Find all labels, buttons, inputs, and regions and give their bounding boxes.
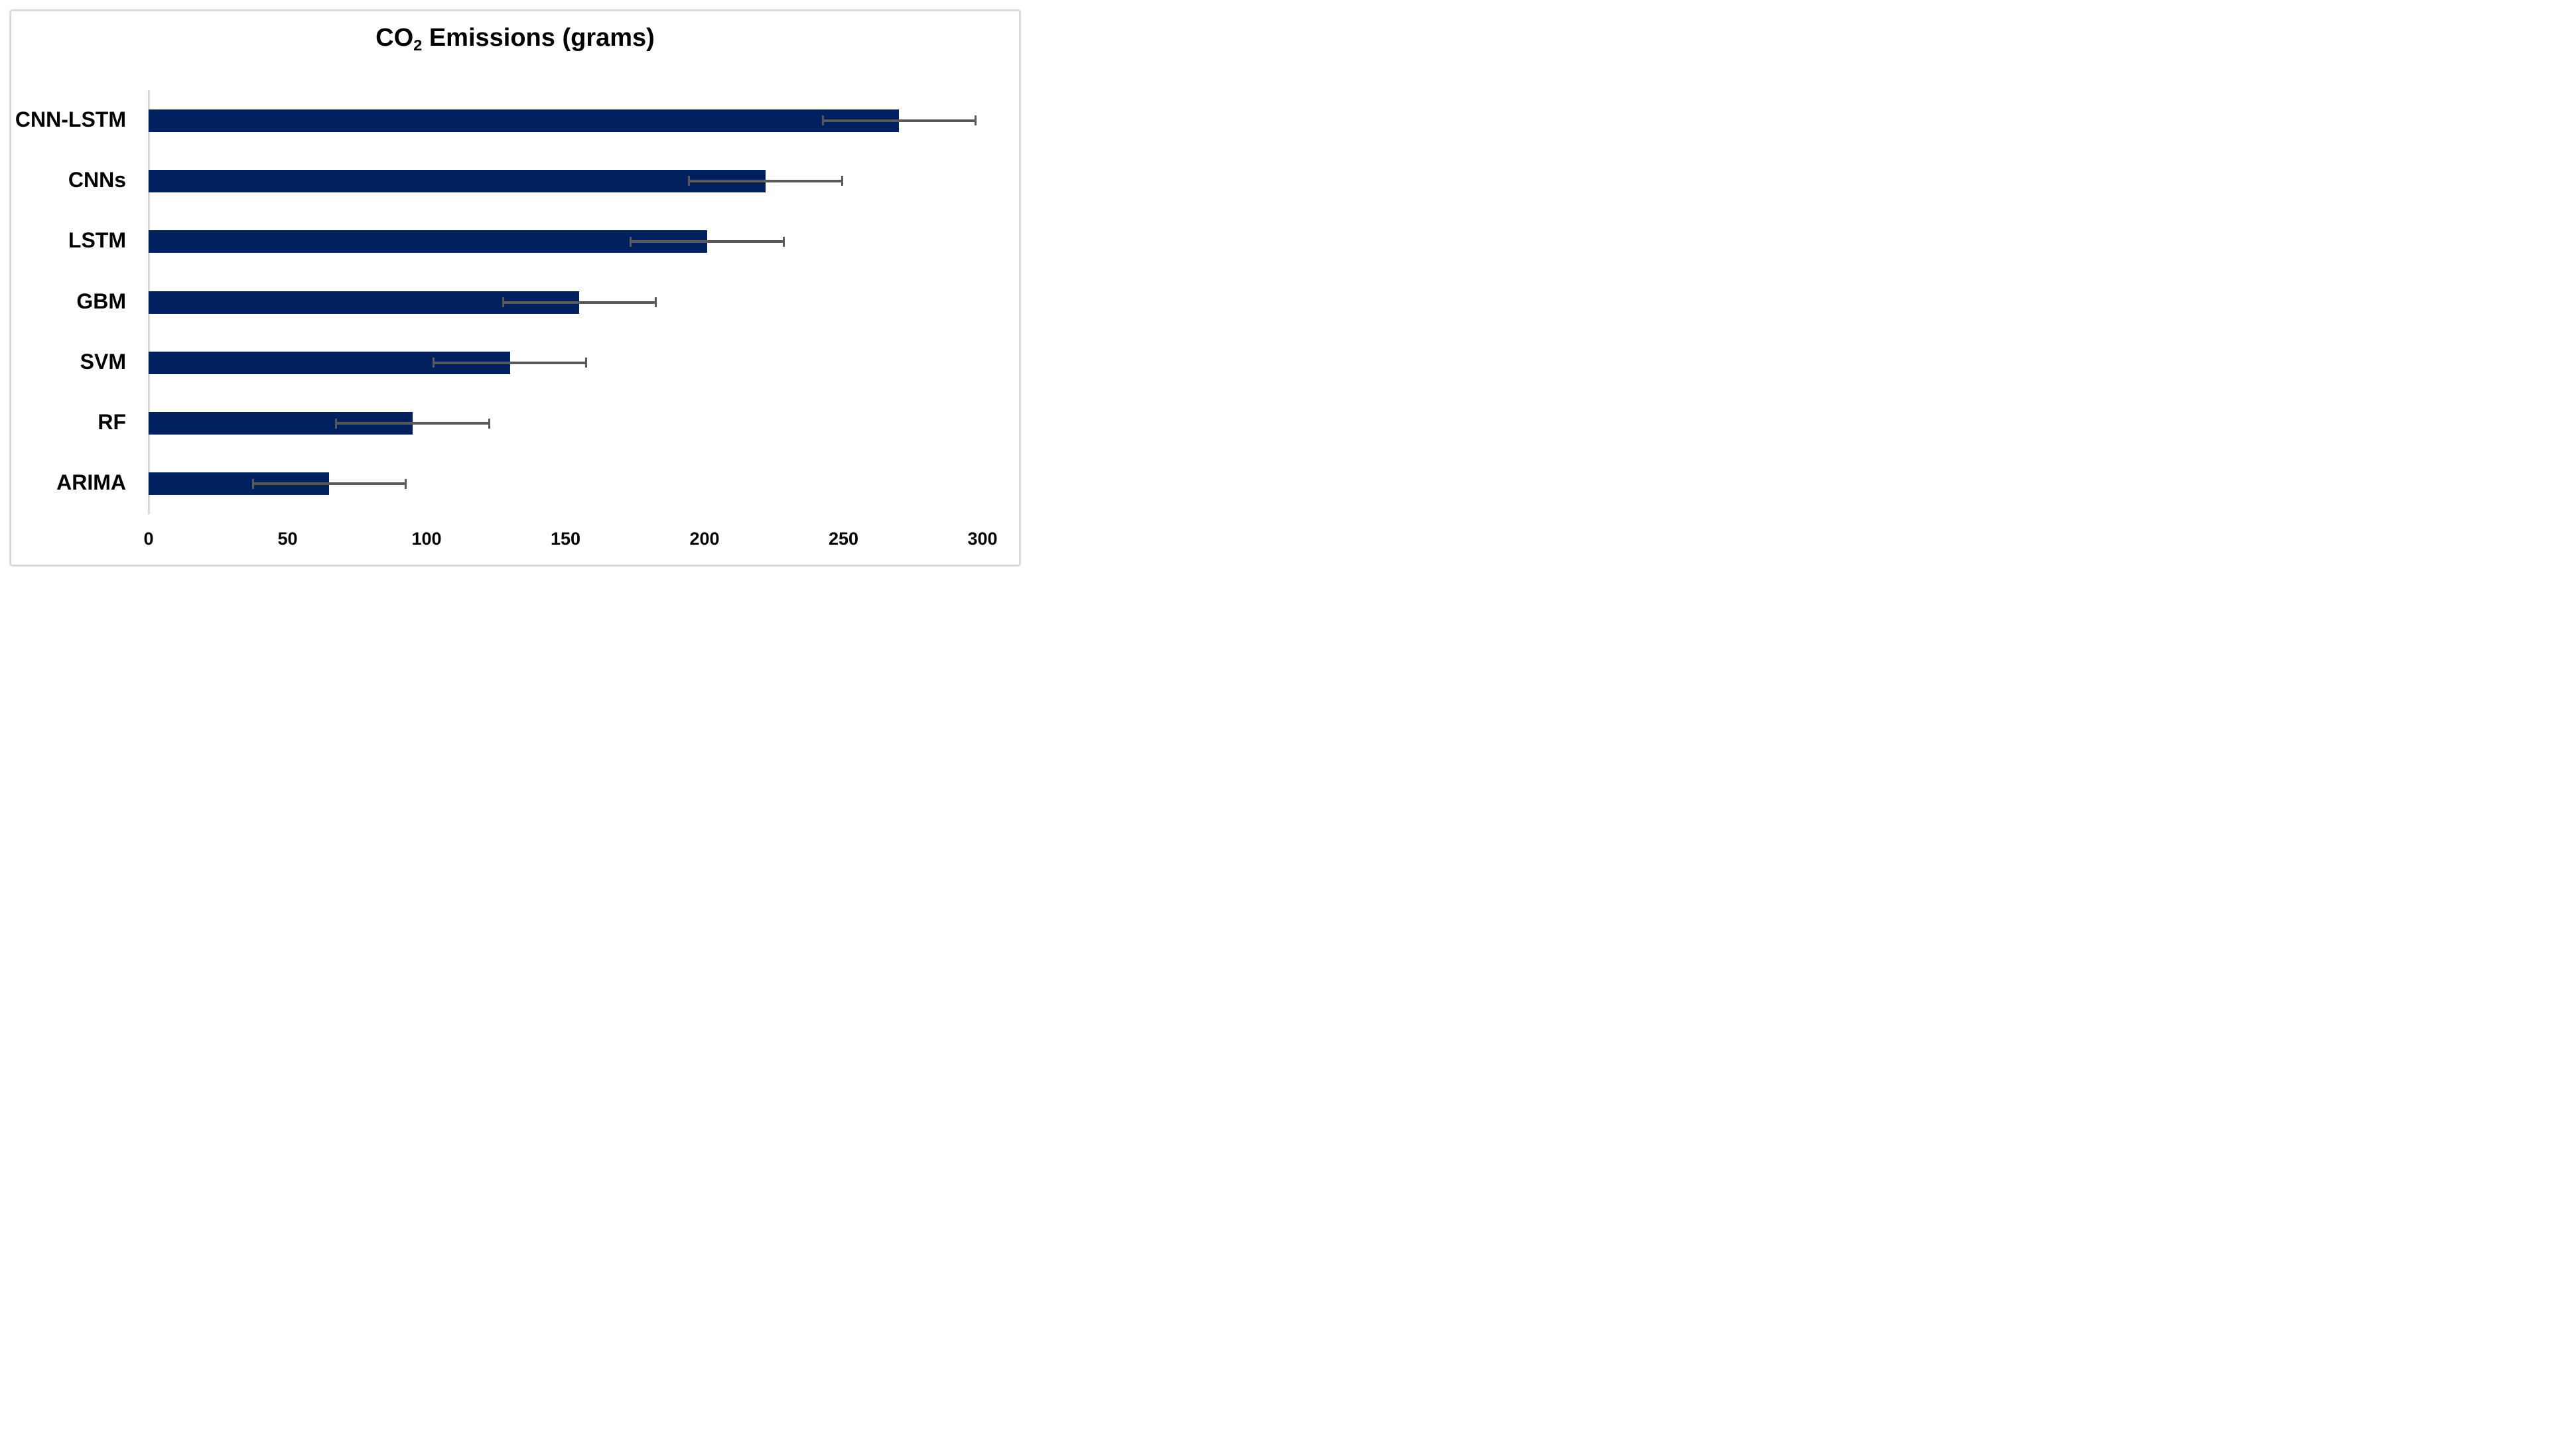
category-label: SVM	[80, 349, 126, 374]
error-bar-cap-high	[975, 115, 977, 126]
x-tick-label: 150	[550, 529, 581, 549]
bar	[149, 230, 708, 253]
chart-figure: CO2 Emissions (grams) CNN-LSTM CNNs LSTM GB…	[0, 0, 1030, 576]
error-bar-cap-low	[688, 176, 691, 186]
error-bar-cap-high	[585, 358, 588, 368]
error-bar-line	[503, 301, 656, 304]
error-bar-line	[630, 240, 784, 243]
chart-title-prefix: CO	[375, 24, 414, 52]
x-tick-label: 250	[828, 529, 859, 549]
error-bar-cap-low	[251, 478, 254, 489]
error-bar-cap-low	[502, 297, 504, 307]
category-label: LSTM	[68, 228, 126, 253]
error-bar-cap-high	[655, 297, 657, 307]
bar	[149, 109, 900, 132]
error-bar-cap-low	[335, 418, 338, 429]
error-bar-cap-low	[432, 358, 435, 368]
category-label: ARIMA	[56, 470, 126, 495]
error-bar-cap-high	[782, 236, 785, 247]
bar	[149, 169, 766, 192]
error-bar-line	[689, 179, 843, 182]
x-tick-label: 100	[411, 529, 442, 549]
error-bar-line	[336, 422, 490, 425]
error-bar-cap-high	[405, 478, 407, 489]
category-label: CNN-LSTM	[15, 107, 126, 131]
error-bar-line	[253, 482, 406, 486]
category-label: GBM	[76, 289, 126, 313]
x-tick-label: 0	[143, 529, 154, 549]
category-label: RF	[98, 410, 126, 435]
chart-title: CO2 Emissions (grams)	[0, 24, 1030, 54]
x-tick-label: 300	[967, 529, 998, 549]
error-bar-line	[433, 361, 586, 364]
error-bar-cap-high	[488, 418, 490, 429]
category-label: CNNs	[68, 167, 126, 192]
error-bar-cap-low	[630, 236, 632, 247]
error-bar-line	[823, 119, 976, 122]
error-bar-cap-low	[821, 115, 824, 126]
x-tick-label: 50	[277, 529, 298, 549]
chart-title-suffix: Emissions (grams)	[422, 24, 655, 52]
error-bar-cap-high	[841, 176, 843, 186]
x-tick-label: 200	[689, 529, 720, 549]
chart-title-subscript: 2	[413, 36, 423, 54]
